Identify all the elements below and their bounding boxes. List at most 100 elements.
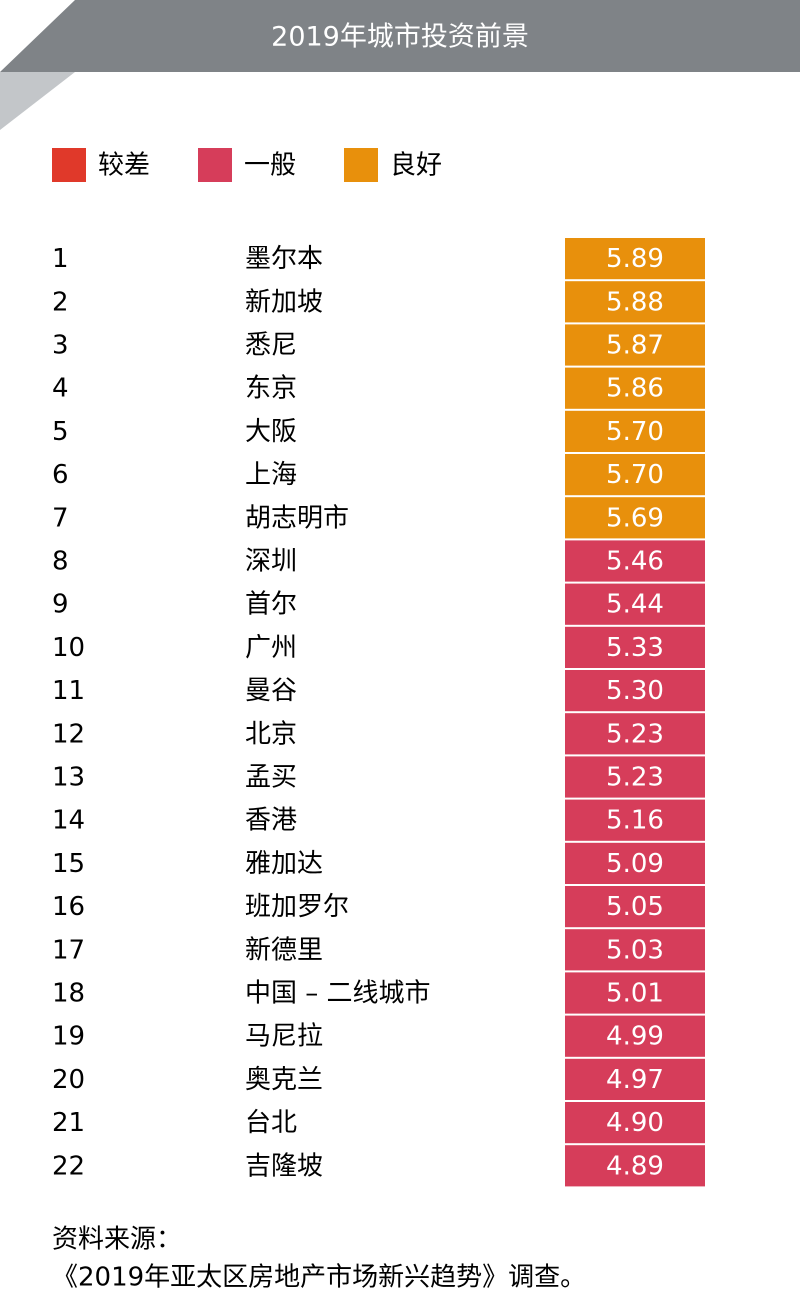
score-cell	[565, 886, 705, 928]
legend-label: 一般	[244, 151, 296, 181]
rank: 4	[52, 374, 69, 404]
score: 5.16	[606, 806, 664, 836]
score-cell	[565, 410, 705, 452]
rank: 9	[52, 590, 69, 620]
score-cell	[565, 583, 705, 625]
city: 胡志明市	[245, 503, 349, 533]
rank: 20	[52, 1065, 85, 1095]
legend-label: 较差	[98, 151, 150, 181]
rank: 3	[52, 331, 69, 361]
score-cell	[565, 1102, 705, 1144]
rank: 11	[52, 676, 85, 706]
city: 台北	[245, 1108, 297, 1138]
city: 悉尼	[245, 331, 297, 361]
score: 5.69	[606, 503, 664, 533]
rank: 17	[52, 935, 85, 965]
score: 5.01	[606, 979, 664, 1009]
score-cell	[565, 540, 705, 582]
rank: 1	[52, 244, 69, 274]
score-cell	[565, 367, 705, 409]
score: 5.46	[606, 547, 664, 577]
score-cell	[565, 756, 705, 798]
score: 5.23	[606, 719, 664, 749]
city: 香港	[245, 806, 297, 836]
score-cell	[565, 281, 705, 323]
rank: 8	[52, 547, 69, 577]
score: 5.44	[606, 590, 664, 620]
score-cell	[565, 238, 705, 280]
score: 4.89	[606, 1151, 664, 1181]
score-cell	[565, 324, 705, 366]
score-cell	[565, 626, 705, 668]
rank: 6	[52, 460, 69, 490]
city: 班加罗尔	[245, 892, 349, 922]
rank: 2	[52, 287, 69, 317]
city: 深圳	[245, 547, 297, 577]
score: 5.33	[606, 633, 664, 663]
score: 5.86	[606, 374, 664, 404]
legend-swatch	[52, 148, 86, 182]
city: 吉隆坡	[245, 1151, 323, 1181]
score: 5.03	[606, 935, 664, 965]
city: 东京	[245, 374, 297, 404]
city: 马尼拉	[245, 1022, 323, 1052]
score-cell	[565, 1015, 705, 1057]
rank: 16	[52, 892, 85, 922]
rank: 10	[52, 633, 85, 663]
score-cell	[565, 497, 705, 539]
score: 5.05	[606, 892, 664, 922]
rank: 5	[52, 417, 69, 447]
rank: 12	[52, 719, 85, 749]
city: 墨尔本	[245, 244, 323, 274]
city: 上海	[245, 460, 297, 490]
score: 4.97	[606, 1065, 664, 1095]
score: 4.90	[606, 1108, 664, 1138]
rank: 14	[52, 806, 85, 836]
legend-swatch	[344, 148, 378, 182]
city: 大阪	[245, 417, 297, 447]
score: 4.99	[606, 1022, 664, 1052]
header-fold	[0, 72, 75, 130]
score: 5.70	[606, 460, 664, 490]
score: 5.09	[606, 849, 664, 879]
rank: 22	[52, 1151, 85, 1181]
city: 首尔	[245, 590, 297, 620]
header-banner	[0, 0, 800, 72]
score-cell	[565, 454, 705, 496]
city: 新德里	[245, 935, 323, 965]
city: 曼谷	[245, 676, 297, 706]
score: 5.89	[606, 244, 664, 274]
rank: 18	[52, 979, 85, 1009]
rank: 19	[52, 1022, 85, 1052]
city: 中国 – 二线城市	[245, 979, 431, 1009]
score-cell	[565, 842, 705, 884]
score-cell	[565, 972, 705, 1014]
city: 新加坡	[245, 287, 323, 317]
city: 奥克兰	[245, 1065, 323, 1095]
legend-label: 良好	[390, 151, 442, 181]
score: 5.70	[606, 417, 664, 447]
score: 5.87	[606, 331, 664, 361]
score-cell	[565, 799, 705, 841]
score-cell	[565, 1145, 705, 1187]
score-cell	[565, 713, 705, 755]
legend-swatch	[198, 148, 232, 182]
score: 5.30	[606, 676, 664, 706]
score: 5.88	[606, 287, 664, 317]
rank: 15	[52, 849, 85, 879]
score: 5.23	[606, 763, 664, 793]
rank: 21	[52, 1108, 85, 1138]
score-cell	[565, 670, 705, 712]
city: 孟买	[245, 763, 297, 793]
city: 北京	[245, 719, 297, 749]
rank: 13	[52, 763, 85, 793]
score-cell	[565, 1058, 705, 1100]
score-cell	[565, 929, 705, 971]
header-title: 2019年城市投资前景	[271, 22, 529, 53]
city: 雅加达	[245, 849, 323, 879]
source-text: 《2019年亚太区房地产市场新兴趋势》调查。	[52, 1263, 586, 1293]
city: 广州	[245, 633, 297, 663]
rank: 7	[52, 503, 69, 533]
